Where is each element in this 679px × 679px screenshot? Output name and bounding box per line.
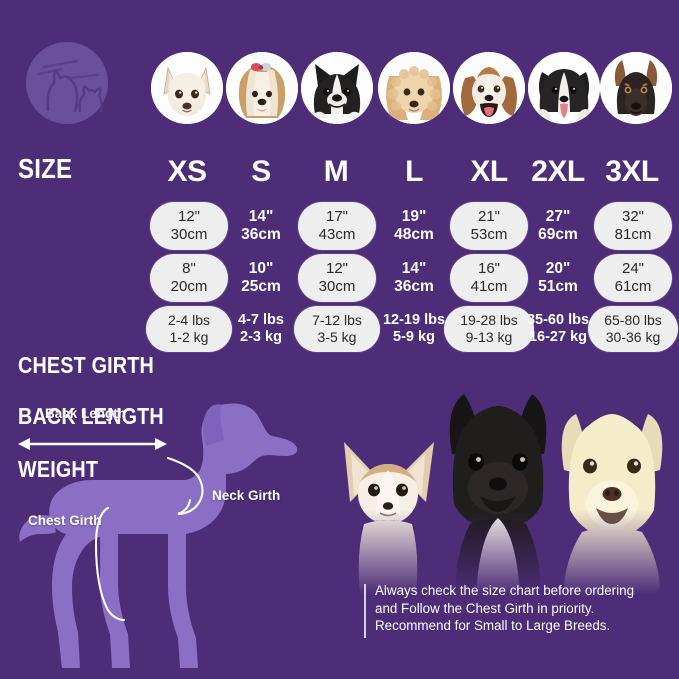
dog-silhouette-icon bbox=[19, 403, 298, 668]
size-header-3xl: 3XL bbox=[605, 155, 659, 188]
back-length-xs: 8" 20cm bbox=[150, 254, 228, 303]
chest-girth-m: 17" 43cm bbox=[298, 202, 376, 251]
diagram-label-back-length: Back Length bbox=[45, 406, 127, 421]
size-header-xl: XL bbox=[470, 155, 508, 188]
diagram-label-chest-girth: Chest Girth bbox=[28, 513, 102, 528]
weight-l: 12-19 lbs 5-9 kg bbox=[382, 312, 446, 346]
breed-avatar-row bbox=[0, 52, 679, 136]
chest-girth-3xl: 32" 81cm bbox=[594, 202, 672, 251]
size-header-2xl: 2XL bbox=[531, 155, 585, 188]
back-length-3xl: 24" 61cm bbox=[594, 254, 672, 303]
chest-girth-xl: 21" 53cm bbox=[450, 202, 528, 251]
weight-m: 7-12 lbs 3-5 kg bbox=[294, 306, 380, 353]
back-length-l: 14" 36cm bbox=[394, 260, 434, 296]
chest-girth-l: 19" 48cm bbox=[394, 208, 434, 244]
chest-girth-loop-icon bbox=[94, 506, 126, 622]
weight-s: 4-7 lbs 2-3 kg bbox=[238, 312, 284, 346]
size-header-xs: XS bbox=[167, 155, 207, 188]
chest-girth-xs: 12" 30cm bbox=[150, 202, 228, 251]
back-length-s: 10" 25cm bbox=[241, 260, 281, 296]
weight-2xl: 35-60 lbs 16-27 kg bbox=[526, 312, 590, 346]
weight-xs: 2-4 lbs 1-2 kg bbox=[146, 306, 232, 353]
weight-xl: 19-28 lbs 9-13 kg bbox=[444, 306, 534, 353]
avatar-boston-terrier bbox=[301, 52, 373, 124]
diagram-label-neck-girth: Neck Girth bbox=[212, 488, 281, 503]
row-label-weight: WEIGHT bbox=[18, 456, 99, 482]
avatar-shih-tzu bbox=[226, 52, 298, 124]
row-label-chest-girth: CHEST GIRTH bbox=[18, 352, 154, 378]
back-length-xl: 16" 41cm bbox=[450, 254, 528, 303]
dog-cat-circle-logo-icon bbox=[22, 38, 112, 128]
weight-3xl: 65-80 lbs 30-36 kg bbox=[588, 306, 678, 353]
size-header-s: S bbox=[251, 155, 271, 188]
back-length-2xl: 20" 51cm bbox=[538, 260, 578, 296]
chest-girth-2xl: 27" 69cm bbox=[538, 208, 578, 244]
size-header-l: L bbox=[405, 155, 423, 188]
avatar-border-collie bbox=[528, 52, 600, 124]
back-length-arrow-icon bbox=[18, 438, 167, 450]
size-header-m: M bbox=[323, 155, 349, 188]
neck-girth-loop-icon bbox=[166, 456, 204, 516]
avatar-cocker-spaniel bbox=[378, 52, 450, 124]
avatar-beagle bbox=[453, 52, 525, 124]
note-line-3: Recommend for Small to Large Breeds. bbox=[375, 618, 611, 634]
note-line-1: Always check the size chart before order… bbox=[375, 583, 635, 598]
dog-french-bulldog-photo-icon bbox=[449, 394, 547, 594]
photo-dog-group bbox=[330, 384, 679, 594]
row-label-size: SIZE bbox=[18, 153, 73, 184]
dog-labrador-photo-icon bbox=[561, 414, 663, 594]
size-table: SIZE CHEST GIRTH BACK LENGTH WEIGHT XS S… bbox=[0, 140, 679, 482]
sizing-note: Always check the size chart before order… bbox=[364, 582, 664, 640]
avatar-doberman bbox=[600, 52, 672, 124]
note-line-2: and Follow the Chest Girth in priority. bbox=[375, 600, 595, 616]
chest-girth-s: 14" 36cm bbox=[241, 208, 281, 244]
dog-chihuahua-photo-icon bbox=[344, 442, 434, 594]
avatar-chihuahua bbox=[151, 52, 223, 124]
measurement-diagram: Back Length Neck Girth Chest Girth bbox=[0, 376, 360, 679]
back-length-m: 12" 30cm bbox=[298, 254, 376, 303]
row-label-back-length: BACK LENGTH bbox=[18, 403, 164, 429]
